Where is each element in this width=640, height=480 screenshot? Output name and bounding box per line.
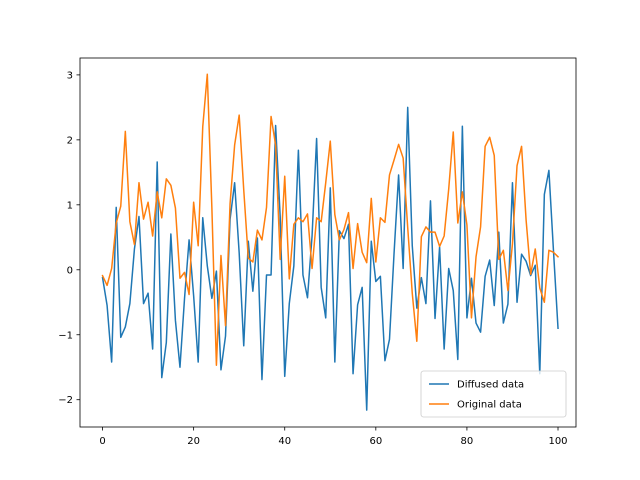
x-tick-label: 20 [187, 436, 200, 447]
y-tick-label: −1 [58, 330, 73, 341]
x-tick-label: 60 [369, 436, 382, 447]
y-axis: −2 −1 0 1 2 3 [58, 70, 80, 406]
legend: Diffused data Original data [420, 370, 567, 418]
x-axis: 0 20 40 60 80 100 [99, 427, 568, 447]
legend-label-original-data: Original data [457, 400, 522, 411]
series-line-diffused-data [101, 106, 559, 411]
legend-box [420, 370, 567, 418]
y-tick-label: 0 [67, 265, 73, 276]
y-tick-label: 3 [67, 70, 73, 81]
legend-label-diffused-data: Diffused data [457, 380, 524, 391]
series-layer [101, 73, 560, 411]
series-line-original-data [101, 73, 560, 367]
x-tick-label: 100 [548, 436, 567, 447]
y-tick-label: −2 [58, 395, 73, 406]
x-tick-label: 80 [461, 436, 474, 447]
x-tick-label: 40 [278, 436, 291, 447]
x-tick-label: 0 [99, 436, 105, 447]
y-tick-label: 2 [67, 135, 73, 146]
y-tick-label: 1 [67, 200, 73, 211]
axes-frame [79, 57, 577, 428]
